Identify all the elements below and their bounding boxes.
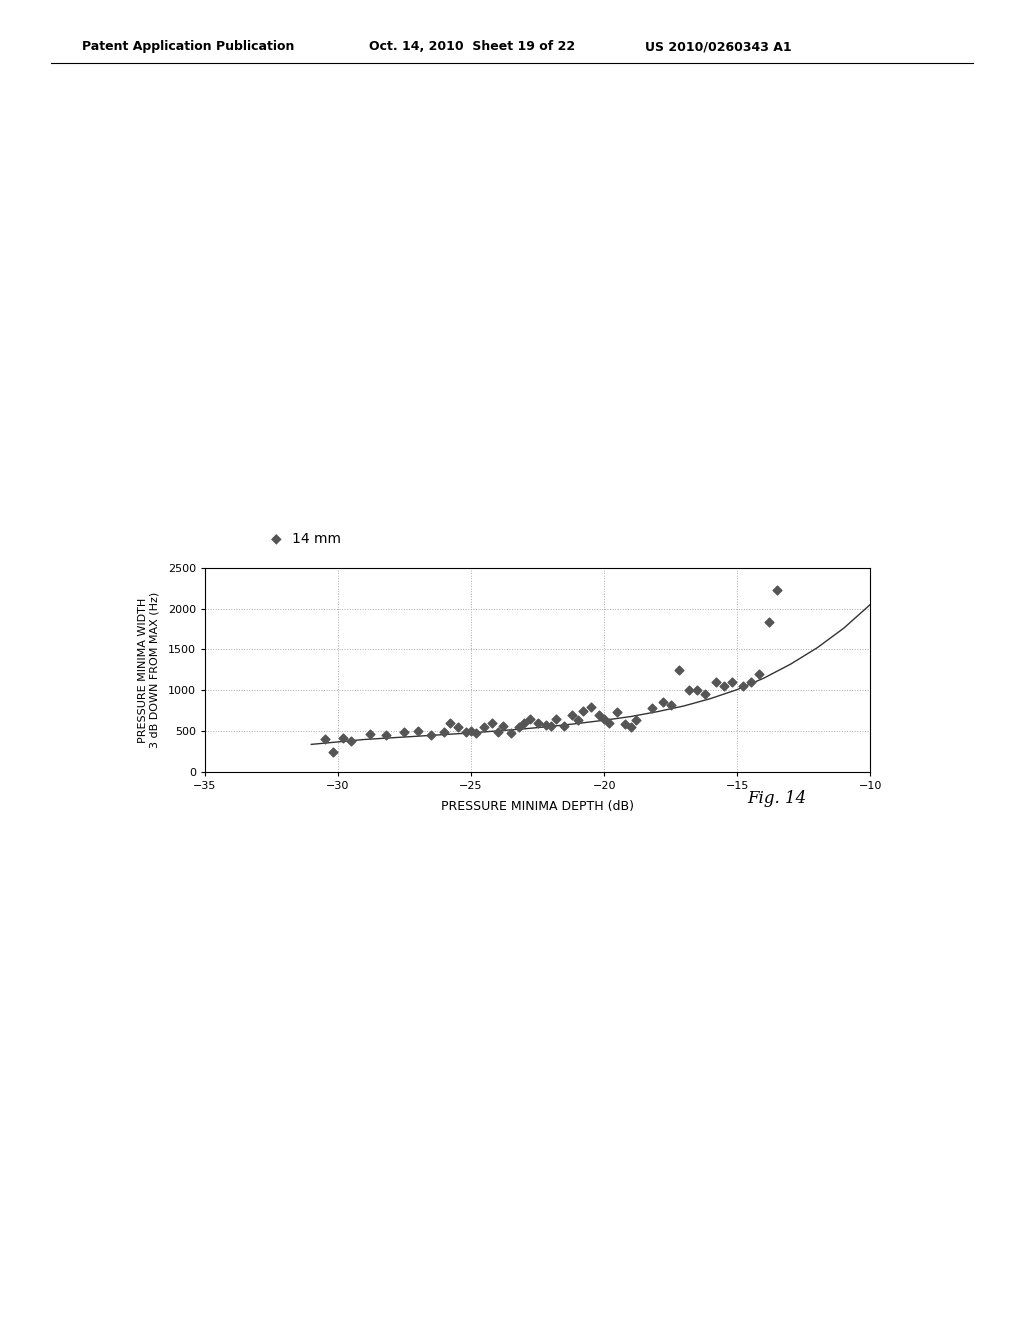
Point xyxy=(689,680,706,701)
Point xyxy=(556,715,572,737)
Point xyxy=(543,715,559,737)
Point xyxy=(450,717,466,738)
Point xyxy=(671,660,687,681)
Point xyxy=(751,664,767,685)
Point xyxy=(591,705,607,726)
Point xyxy=(623,717,639,738)
Point xyxy=(516,713,532,734)
Point xyxy=(476,717,493,738)
Point xyxy=(724,672,740,693)
Point xyxy=(628,709,644,730)
Point xyxy=(458,722,474,743)
Point xyxy=(396,722,413,743)
Text: Oct. 14, 2010  Sheet 19 of 22: Oct. 14, 2010 Sheet 19 of 22 xyxy=(369,40,574,53)
Point xyxy=(489,722,506,743)
Point xyxy=(343,730,359,751)
Point xyxy=(503,722,519,743)
Point xyxy=(325,742,341,763)
Text: 14 mm: 14 mm xyxy=(292,532,341,545)
Point xyxy=(538,714,554,735)
Point xyxy=(734,676,751,697)
Point xyxy=(681,680,697,701)
Point xyxy=(663,694,679,715)
Point xyxy=(742,672,759,693)
Point xyxy=(654,692,671,713)
Point xyxy=(596,709,612,730)
Y-axis label: PRESSURE MINIMA WIDTH
3 dB DOWN FROM MAX (Hz): PRESSURE MINIMA WIDTH 3 dB DOWN FROM MAX… xyxy=(137,591,160,748)
X-axis label: PRESSURE MINIMA DEPTH (dB): PRESSURE MINIMA DEPTH (dB) xyxy=(441,800,634,813)
Point xyxy=(484,713,501,734)
Text: ◆: ◆ xyxy=(271,532,282,545)
Point xyxy=(316,729,333,750)
Point xyxy=(574,700,591,721)
Point xyxy=(769,579,785,601)
Text: Patent Application Publication: Patent Application Publication xyxy=(82,40,294,53)
Point xyxy=(441,713,458,734)
Point xyxy=(495,715,511,737)
Point xyxy=(521,709,538,730)
Point xyxy=(708,672,724,693)
Point xyxy=(564,705,581,726)
Point xyxy=(378,725,394,746)
Point xyxy=(423,723,439,744)
Point xyxy=(697,684,714,705)
Point xyxy=(436,722,453,743)
Point xyxy=(361,723,378,744)
Point xyxy=(468,722,484,743)
Point xyxy=(617,713,634,734)
Point xyxy=(511,717,527,738)
Point xyxy=(644,698,660,719)
Point xyxy=(716,676,732,697)
Point xyxy=(529,713,546,734)
Point xyxy=(583,696,599,717)
Point xyxy=(463,721,479,742)
Point xyxy=(609,702,626,723)
Point xyxy=(761,612,777,634)
Point xyxy=(601,713,617,734)
Point xyxy=(548,709,564,730)
Point xyxy=(335,727,351,748)
Text: Fig. 14: Fig. 14 xyxy=(748,789,807,807)
Point xyxy=(569,709,586,730)
Text: US 2010/0260343 A1: US 2010/0260343 A1 xyxy=(645,40,792,53)
Point xyxy=(410,721,426,742)
